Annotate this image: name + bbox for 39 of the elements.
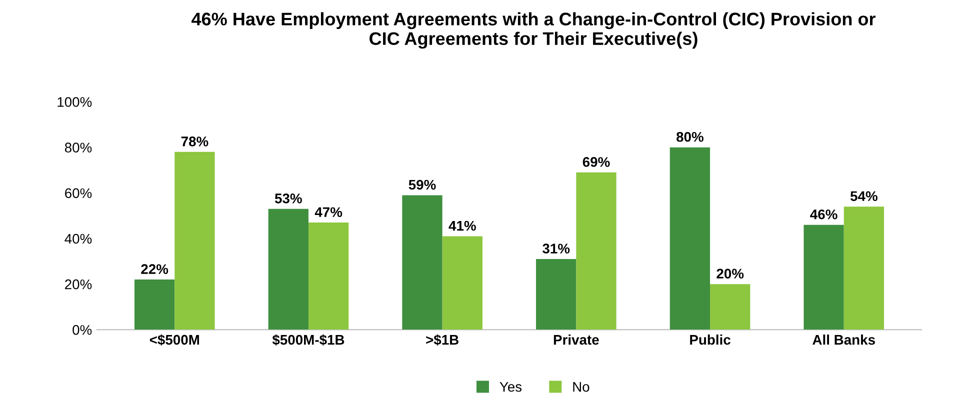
x-tick-label: >$1B: [426, 334, 458, 346]
bar: [308, 222, 349, 330]
data-label: 80%: [676, 132, 704, 142]
bar: [804, 224, 844, 330]
data-label: 53%: [274, 194, 302, 204]
legend-label: No: [573, 382, 590, 392]
data-label: 22%: [141, 264, 168, 274]
data-label: 59%: [408, 180, 436, 190]
x-tick-label: All Banks: [812, 334, 875, 345]
bar: [844, 206, 884, 330]
x-tick-label: Private: [554, 334, 599, 345]
legend-label: Yes: [500, 382, 522, 392]
y-tick-label: 20%: [65, 279, 92, 290]
y-tick-label: 60%: [65, 188, 92, 198]
y-tick-label: 80%: [64, 142, 92, 153]
y-tick-label: 0%: [72, 325, 92, 335]
bar: [536, 259, 576, 330]
bar: [710, 284, 750, 330]
bar: [174, 152, 215, 330]
x-tick-label: <$500M: [150, 334, 199, 346]
bar: [134, 280, 175, 330]
bar: [576, 172, 616, 330]
bar: [442, 236, 482, 330]
bar: [670, 147, 710, 330]
bar: [402, 195, 442, 330]
data-label: 46%: [810, 209, 838, 220]
data-label: 69%: [582, 157, 610, 167]
x-tick-label: Public: [690, 334, 730, 345]
y-tick-label: 100%: [58, 97, 92, 107]
data-label: 41%: [448, 220, 476, 231]
bar: [268, 208, 308, 330]
y-tick-label: 40%: [64, 234, 92, 244]
data-label: 20%: [716, 268, 744, 279]
data-label: 31%: [542, 244, 570, 254]
data-label: 47%: [314, 207, 342, 217]
data-label: 78%: [181, 136, 208, 146]
chart-title: 46% Have Employment Agreements with a Change-in-Control (CIC) Provision or CIC Agreements for Their Executive(s): [192, 12, 876, 49]
data-label: 54%: [850, 191, 878, 202]
x-tick-label: $500M-$1B: [272, 334, 344, 346]
